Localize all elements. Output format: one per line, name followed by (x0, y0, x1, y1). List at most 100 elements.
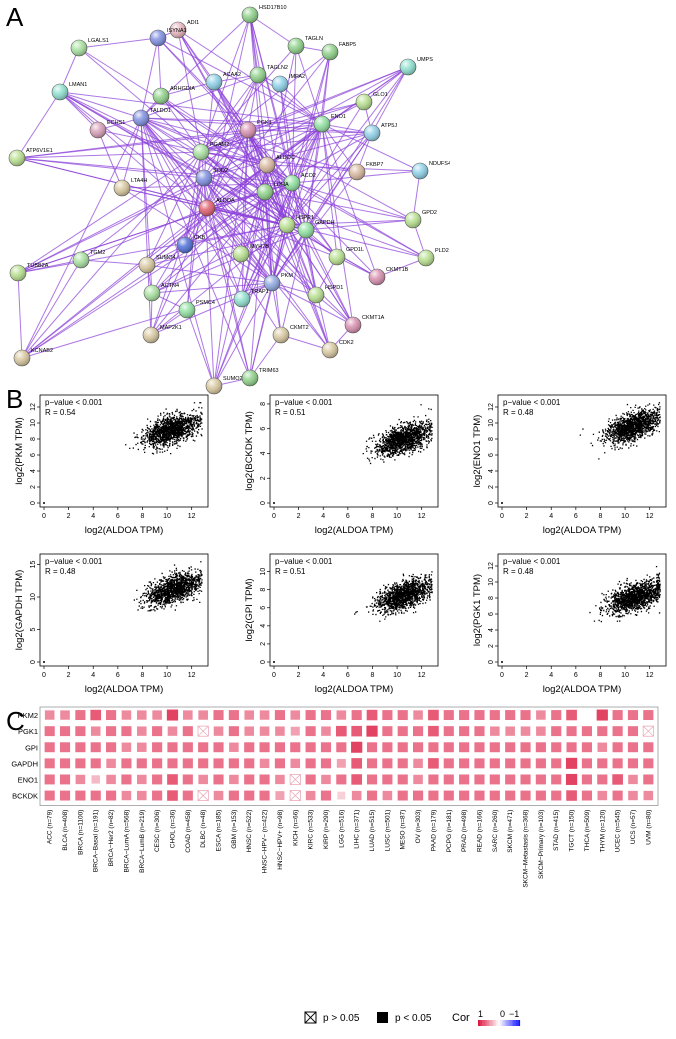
node-label: SOD2 (213, 168, 228, 174)
heatmap-cell (244, 774, 255, 785)
scatter-points (125, 402, 203, 455)
network-edge (286, 101, 365, 226)
x-tick-label: 4 (321, 513, 325, 520)
node-label: TRAP1 (251, 289, 269, 295)
heatmap-cell (382, 790, 393, 801)
network-edge (305, 229, 354, 326)
plot-frame (269, 553, 439, 667)
heatmap-column-label: BRCA−Her2 (n=82) (108, 810, 115, 867)
heatmap-cell (413, 726, 424, 737)
x-tick-label: 4 (91, 672, 95, 679)
network-edge (59, 91, 142, 119)
network-edge (200, 74, 259, 153)
network-edge (151, 123, 323, 294)
node-label: ADI1 (187, 20, 199, 26)
heatmap-cell (443, 710, 454, 721)
node-label: HSD17B10 (259, 5, 287, 11)
r-annotation: R = 0.48 (45, 567, 76, 576)
network-node-lgals1: LGALS1 (70, 38, 109, 57)
heatmap-column-label: LGG (n=516) (338, 810, 345, 848)
heatmap-column-label: BRCA−Basal (n=191) (93, 810, 100, 873)
network-edge (200, 14, 251, 153)
heatmap-cell (305, 710, 316, 721)
x-tick-label: 0 (42, 672, 46, 679)
heatmap-cell (628, 790, 638, 801)
heatmap-cell (597, 774, 608, 785)
y-tick-label: 12 (30, 403, 37, 411)
heatmap-cell (90, 726, 101, 736)
heatmap-cell (274, 758, 285, 769)
node-label: CKB (194, 235, 206, 241)
heatmap-cell (259, 790, 270, 801)
heatmap-cell (397, 710, 408, 721)
r-annotation: R = 0.51 (275, 567, 306, 576)
heatmap-cell (244, 710, 255, 720)
heatmap-cell (443, 790, 454, 801)
p-value-annotation: p−value < 0.001 (45, 398, 103, 407)
heatmap-cell (428, 709, 439, 721)
outlier-point (273, 661, 275, 663)
heatmap-column-label: SKCM−Metastasis (n=368) (523, 810, 530, 888)
x-axis-label: log2(ALDOA TPM) (315, 525, 394, 536)
node-label: ARHGDIA (170, 86, 195, 92)
heatmap-cell (627, 742, 639, 753)
heatmap-cell (551, 758, 562, 769)
network-edge (146, 264, 273, 284)
node-label: GPD1L (346, 247, 364, 253)
heatmap-cell (228, 758, 239, 769)
node-label: ISYNA1 (167, 28, 187, 34)
network-node-trim63: TRIM63 (241, 368, 279, 387)
heatmap-cell (366, 774, 378, 785)
heatmap-cell (505, 742, 516, 753)
heatmap-cell (75, 774, 86, 785)
network-edge (17, 182, 293, 274)
network-edge (200, 66, 409, 153)
x-tick-label: 8 (599, 513, 603, 520)
heatmap-column-label: KICH (n=66) (292, 810, 299, 846)
network-edge (213, 164, 268, 387)
network-edge (21, 259, 82, 359)
network-node-hsd17b10: HSD17B10 (241, 5, 287, 24)
heatmap-cell (198, 742, 209, 753)
heatmap-cell (566, 709, 577, 721)
heatmap-cell (520, 790, 531, 801)
node-label: CDK2 (339, 340, 354, 346)
r-annotation: R = 0.48 (503, 408, 534, 417)
network-edge (247, 129, 414, 221)
heatmap-cell (75, 742, 86, 753)
heatmap-cell (197, 790, 209, 801)
heatmap-cell (213, 742, 224, 753)
heatmap-cell (366, 758, 378, 769)
heatmap-cell (612, 742, 623, 753)
x-tick-label: 2 (67, 513, 71, 520)
x-tick-label: 6 (116, 672, 120, 679)
heatmap-cell (351, 774, 363, 785)
network-edge (321, 123, 421, 172)
heatmap-cell (366, 790, 378, 801)
network-edge (305, 123, 323, 231)
network-edge (59, 91, 205, 179)
node-label: LTA4H (131, 178, 147, 184)
heatmap-cell (565, 773, 578, 785)
heatmap-cell (366, 742, 378, 753)
network-edge (203, 177, 427, 259)
scatter-points (589, 566, 661, 623)
sig-legend-label: p < 0.05 (395, 1013, 432, 1024)
x-tick-label: 8 (141, 672, 145, 679)
network-edge (286, 66, 409, 226)
heatmap-cell (490, 726, 500, 736)
heatmap-cell (581, 726, 592, 737)
outlier-point (501, 502, 503, 504)
heatmap-cell (59, 742, 71, 753)
heatmap-cell (121, 774, 132, 785)
network-edge (247, 74, 259, 131)
heatmap-cell (59, 790, 71, 801)
node-label: ATP6V1E1 (26, 148, 53, 154)
network-node-hspe1: HSPE1 (278, 215, 314, 234)
plot-frame (497, 553, 667, 667)
heatmap-cell (351, 741, 363, 753)
heatmap-cell (228, 710, 239, 721)
heatmap-cell (59, 758, 71, 769)
scatter-plot-6: 0 2 4 6 8 10 12 0 2 4 6 8 10 12 log2(ALDOA TPM) log2(PG… (472, 553, 667, 695)
network-node-pgk1: PGK1 (239, 120, 272, 139)
